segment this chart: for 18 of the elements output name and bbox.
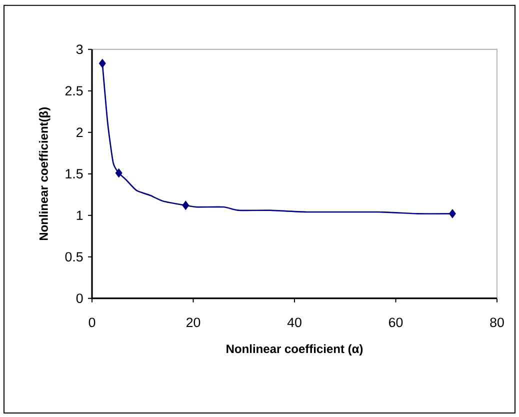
y-tick-label: 0 bbox=[76, 294, 83, 304]
point bbox=[448, 209, 456, 218]
y-tick-label: 0.5 bbox=[65, 252, 83, 262]
point bbox=[115, 168, 122, 178]
y-tick-label: 3 bbox=[76, 44, 83, 54]
y-tick-label: 1.5 bbox=[66, 169, 83, 178]
point bbox=[98, 58, 106, 68]
x-tick-label: 20 bbox=[186, 318, 200, 328]
x-tick-label: 40 bbox=[287, 318, 302, 328]
y-tick-label: 1 bbox=[76, 210, 83, 220]
x-tick-label: 80 bbox=[490, 318, 504, 328]
x-tick-label: 0 bbox=[88, 318, 96, 328]
x-axis-title: Nonlinear coefficient (α) bbox=[226, 344, 363, 356]
y-tick-label: 2.5 bbox=[65, 86, 83, 96]
y-axis-title: Nonlinear coefficient(β) bbox=[39, 107, 50, 240]
point bbox=[182, 200, 190, 210]
x-tick-label: 60 bbox=[389, 318, 403, 328]
y-tick-label: 2 bbox=[76, 128, 83, 137]
